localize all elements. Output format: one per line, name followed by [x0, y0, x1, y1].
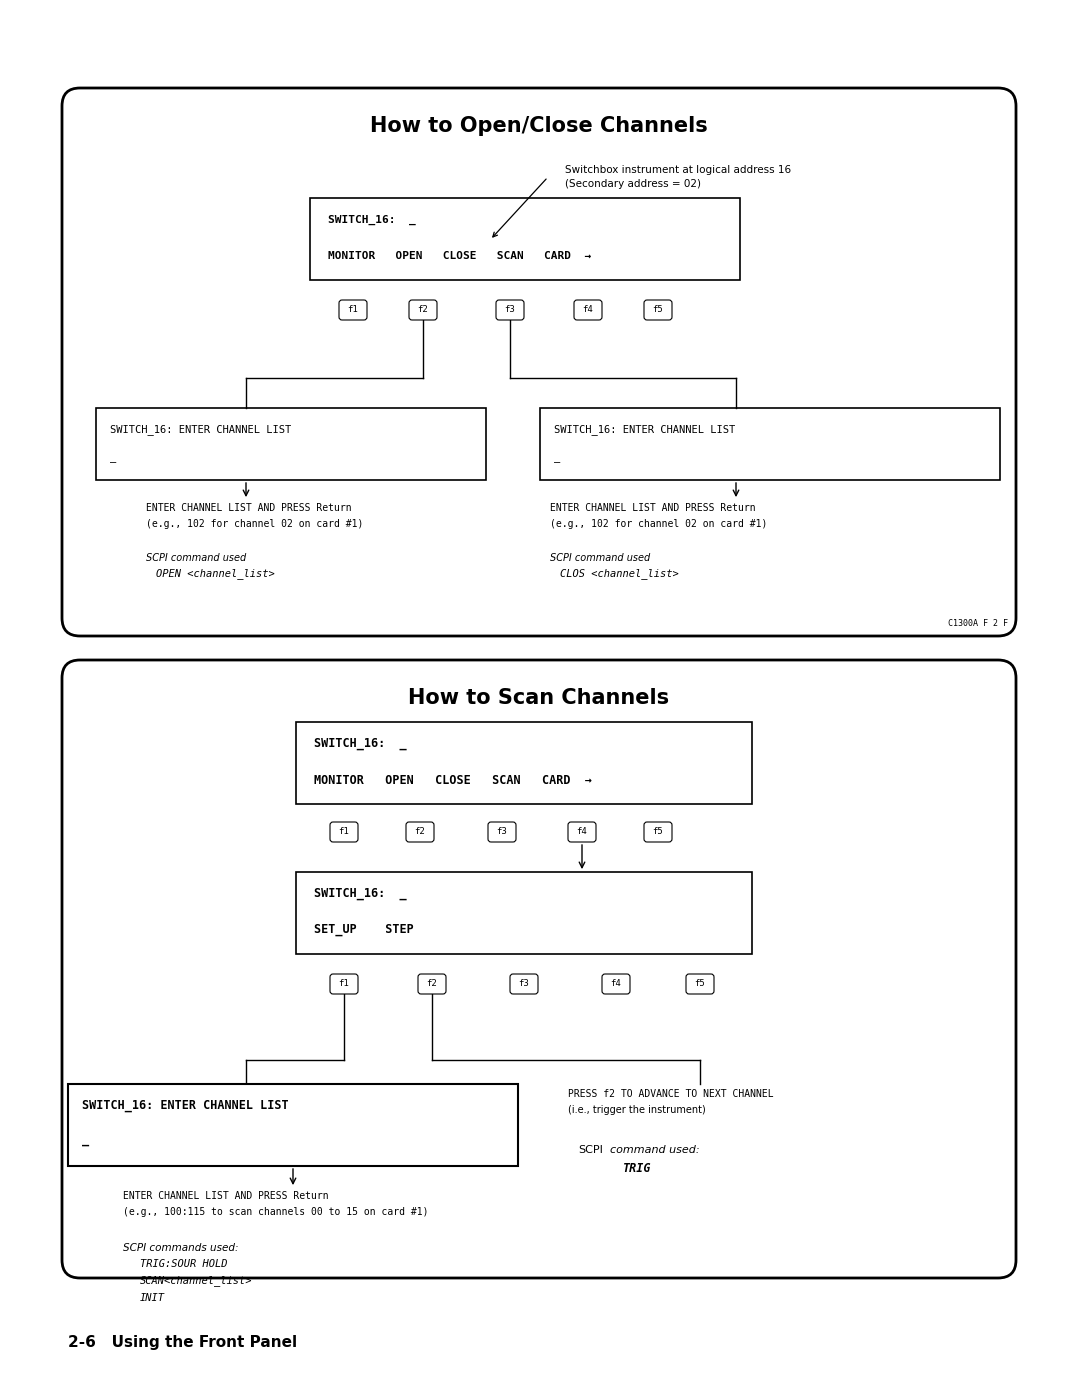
Text: f1: f1	[348, 306, 359, 314]
FancyBboxPatch shape	[330, 974, 357, 995]
Text: SWITCH_16:  _: SWITCH_16: _	[314, 887, 407, 901]
Text: Switchbox instrument at logical address 16: Switchbox instrument at logical address …	[565, 165, 792, 175]
Text: ENTER CHANNEL LIST AND PRESS Return: ENTER CHANNEL LIST AND PRESS Return	[146, 503, 352, 513]
FancyBboxPatch shape	[602, 974, 630, 995]
FancyBboxPatch shape	[409, 300, 437, 320]
Text: (Secondary address = 02): (Secondary address = 02)	[565, 179, 701, 189]
Bar	[68, 1084, 518, 1166]
Text: _: _	[554, 453, 561, 462]
Text: f5: f5	[652, 306, 663, 314]
Text: f2: f2	[415, 827, 426, 837]
Text: f2: f2	[427, 979, 437, 989]
Text: SWITCH_16: ENTER CHANNEL LIST: SWITCH_16: ENTER CHANNEL LIST	[110, 425, 292, 436]
Text: OPEN <channel_list>: OPEN <channel_list>	[156, 569, 274, 580]
Text: 2-6   Using the Front Panel: 2-6 Using the Front Panel	[68, 1334, 297, 1350]
Text: SWITCH_16:  _: SWITCH_16: _	[314, 738, 407, 750]
Text: CLOS <channel_list>: CLOS <channel_list>	[561, 569, 678, 580]
Bar	[296, 722, 752, 805]
Text: TRIG: TRIG	[623, 1161, 651, 1175]
Text: (e.g., 102 for channel 02 on card #1): (e.g., 102 for channel 02 on card #1)	[146, 520, 363, 529]
Text: PRESS f2 TO ADVANCE TO NEXT CHANNEL: PRESS f2 TO ADVANCE TO NEXT CHANNEL	[568, 1090, 773, 1099]
FancyBboxPatch shape	[573, 300, 602, 320]
Text: MONITOR   OPEN   CLOSE   SCAN   CARD  →: MONITOR OPEN CLOSE SCAN CARD →	[314, 774, 592, 787]
Text: SCPI command used: SCPI command used	[146, 553, 246, 563]
FancyBboxPatch shape	[510, 974, 538, 995]
Text: f3: f3	[518, 979, 529, 989]
Text: (e.g., 100:115 to scan channels 00 to 15 on card #1): (e.g., 100:115 to scan channels 00 to 15…	[123, 1207, 429, 1217]
FancyBboxPatch shape	[62, 88, 1016, 636]
Text: SCPI command used: SCPI command used	[550, 553, 650, 563]
Text: _: _	[82, 1133, 90, 1147]
Text: C1300A F 2 F: C1300A F 2 F	[948, 619, 1008, 629]
Text: SWITCH_16: ENTER CHANNEL LIST: SWITCH_16: ENTER CHANNEL LIST	[554, 425, 735, 436]
Bar	[310, 198, 740, 279]
Text: SET_UP    STEP: SET_UP STEP	[314, 923, 414, 936]
Text: f3: f3	[504, 306, 515, 314]
Text: f5: f5	[694, 979, 705, 989]
Text: ENTER CHANNEL LIST AND PRESS Return: ENTER CHANNEL LIST AND PRESS Return	[550, 503, 756, 513]
Text: f4: f4	[577, 827, 588, 837]
Text: f4: f4	[610, 979, 621, 989]
FancyBboxPatch shape	[496, 300, 524, 320]
FancyBboxPatch shape	[418, 974, 446, 995]
Text: (e.g., 102 for channel 02 on card #1): (e.g., 102 for channel 02 on card #1)	[550, 520, 768, 529]
Text: SCPI commands used:: SCPI commands used:	[123, 1243, 239, 1253]
Text: INIT: INIT	[140, 1294, 165, 1303]
Bar	[96, 408, 486, 481]
Text: f4: f4	[582, 306, 593, 314]
FancyBboxPatch shape	[644, 300, 672, 320]
Bar	[296, 872, 752, 954]
FancyBboxPatch shape	[330, 821, 357, 842]
Text: f5: f5	[652, 827, 663, 837]
FancyBboxPatch shape	[339, 300, 367, 320]
Text: SWITCH_16: ENTER CHANNEL LIST: SWITCH_16: ENTER CHANNEL LIST	[82, 1099, 288, 1112]
Text: (i.e., trigger the instrument): (i.e., trigger the instrument)	[568, 1105, 705, 1115]
FancyBboxPatch shape	[686, 974, 714, 995]
Bar	[540, 408, 1000, 481]
Text: command used:: command used:	[610, 1146, 700, 1155]
Text: How to Scan Channels: How to Scan Channels	[408, 687, 670, 708]
FancyBboxPatch shape	[644, 821, 672, 842]
FancyBboxPatch shape	[488, 821, 516, 842]
Text: f2: f2	[418, 306, 429, 314]
FancyBboxPatch shape	[406, 821, 434, 842]
Text: _: _	[110, 453, 117, 462]
Text: SCPI: SCPI	[578, 1146, 603, 1155]
Text: f1: f1	[339, 979, 349, 989]
Text: SWITCH_16:  _: SWITCH_16: _	[328, 215, 416, 225]
Text: How to Open/Close Channels: How to Open/Close Channels	[370, 116, 707, 136]
FancyBboxPatch shape	[568, 821, 596, 842]
Text: TRIG:SOUR HOLD: TRIG:SOUR HOLD	[140, 1259, 228, 1268]
Text: ENTER CHANNEL LIST AND PRESS Return: ENTER CHANNEL LIST AND PRESS Return	[123, 1192, 328, 1201]
Text: MONITOR   OPEN   CLOSE   SCAN   CARD  →: MONITOR OPEN CLOSE SCAN CARD →	[328, 251, 591, 261]
FancyBboxPatch shape	[62, 659, 1016, 1278]
Text: f3: f3	[497, 827, 508, 837]
Text: SCAN<channel_list>: SCAN<channel_list>	[140, 1275, 253, 1287]
Text: f1: f1	[339, 827, 349, 837]
